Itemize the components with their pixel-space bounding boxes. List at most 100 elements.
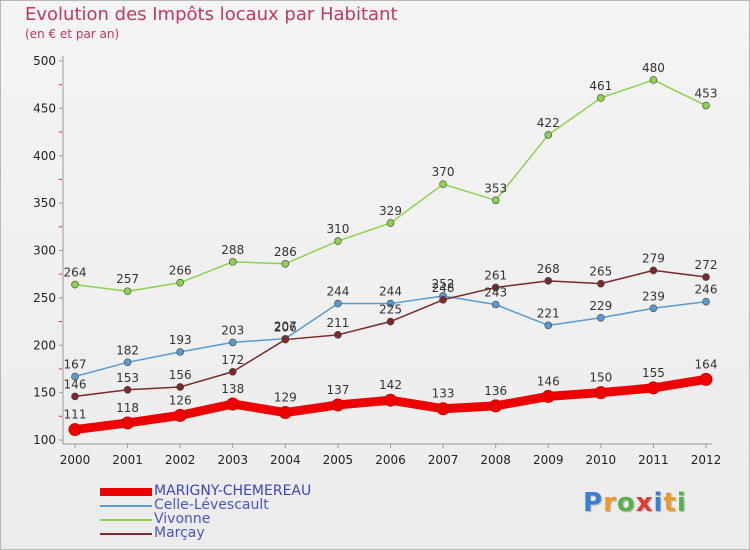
logo-letter: x (635, 488, 654, 518)
data-label: 288 (221, 243, 244, 257)
data-label: 248 (432, 281, 455, 295)
data-label: 229 (589, 299, 612, 313)
data-point (278, 406, 292, 420)
data-point (544, 277, 553, 285)
data-point (71, 280, 79, 289)
legend-label: Celle-Lévescault (154, 497, 269, 513)
data-label: 257 (116, 272, 139, 286)
data-label: 142 (379, 378, 402, 392)
data-point (173, 408, 187, 422)
data-point (71, 392, 79, 401)
y-tick-label: 150 (33, 386, 56, 400)
y-tick-label: 400 (33, 149, 56, 163)
data-label: 310 (326, 222, 349, 236)
data-label: 239 (642, 289, 665, 303)
x-tick-label: 2007 (428, 453, 459, 467)
data-point (123, 287, 132, 296)
x-tick-label: 2000 (60, 453, 91, 467)
data-point (649, 266, 658, 275)
data-label: 193 (169, 333, 192, 347)
data-label: 155 (642, 366, 665, 380)
data-point (702, 273, 710, 281)
data-label: 461 (589, 79, 612, 93)
data-point (491, 300, 500, 309)
data-label: 207 (274, 320, 297, 334)
data-label: 353 (484, 181, 507, 195)
legend-label: Marçay (154, 525, 205, 541)
data-point (541, 389, 555, 403)
logo-letter: i (653, 488, 664, 518)
data-point (597, 94, 605, 102)
data-point (386, 299, 395, 308)
data-point (649, 304, 658, 313)
legend-swatch (100, 488, 152, 496)
data-point (176, 278, 184, 287)
legend-label: MARIGNY-CHEMEREAU (154, 483, 312, 499)
data-label: 261 (484, 268, 507, 282)
data-label: 126 (169, 393, 192, 407)
data-point (386, 317, 395, 326)
data-label: 172 (221, 353, 244, 367)
data-label: 118 (116, 401, 139, 415)
data-label: 150 (589, 371, 612, 385)
x-tick-label: 2006 (375, 453, 406, 467)
data-label: 203 (221, 323, 244, 337)
y-tick-label: 300 (33, 244, 56, 258)
data-label: 279 (642, 251, 665, 265)
legend-swatch (100, 505, 152, 507)
data-label: 111 (64, 408, 87, 422)
data-label: 153 (116, 371, 139, 385)
data-point (71, 372, 79, 381)
data-label: 453 (695, 87, 718, 101)
data-point (597, 313, 605, 322)
y-tick-label: 100 (33, 433, 56, 447)
logo-letter: t (663, 488, 677, 518)
x-tick-label: 2004 (270, 453, 301, 467)
y-tick-label: 350 (33, 196, 56, 210)
x-tick-label: 2011 (638, 453, 669, 467)
x-tick-label: 2010 (586, 453, 617, 467)
data-point (228, 258, 237, 266)
data-point (491, 196, 500, 205)
data-point (281, 259, 290, 268)
logo-letter: r (603, 488, 617, 518)
data-label: 146 (537, 374, 560, 388)
data-point (68, 423, 82, 437)
legend-swatch (100, 533, 152, 535)
data-label: 133 (432, 387, 455, 401)
data-label: 370 (432, 165, 455, 179)
logo-letter: o (616, 488, 636, 518)
logo-letter: i (676, 488, 687, 518)
data-point (123, 385, 132, 394)
x-tick-label: 2012 (691, 453, 722, 467)
data-point (123, 358, 132, 367)
data-point (491, 283, 500, 292)
data-label: 480 (642, 61, 665, 75)
data-label: 211 (326, 316, 349, 330)
data-label: 422 (537, 116, 560, 130)
y-tick-label: 250 (33, 291, 56, 305)
data-point (597, 279, 605, 288)
logo-letter: P (583, 488, 604, 518)
data-point (489, 399, 503, 413)
data-label: 246 (695, 283, 718, 297)
data-label: 252 (432, 277, 455, 291)
data-point (594, 386, 608, 400)
data-point (331, 398, 345, 412)
data-point (228, 367, 237, 376)
x-tick-label: 2005 (323, 453, 354, 467)
data-label: 221 (537, 306, 560, 320)
data-point (334, 299, 342, 308)
x-tick-label: 2002 (165, 453, 196, 467)
data-point (436, 402, 450, 416)
data-label: 265 (589, 265, 612, 279)
data-point (439, 295, 447, 304)
data-label: 286 (274, 245, 297, 259)
data-label: 136 (484, 384, 507, 398)
series-line (74, 79, 707, 292)
x-tick-label: 2009 (533, 453, 564, 467)
data-label: 206 (274, 321, 297, 335)
data-label: 167 (64, 358, 87, 372)
